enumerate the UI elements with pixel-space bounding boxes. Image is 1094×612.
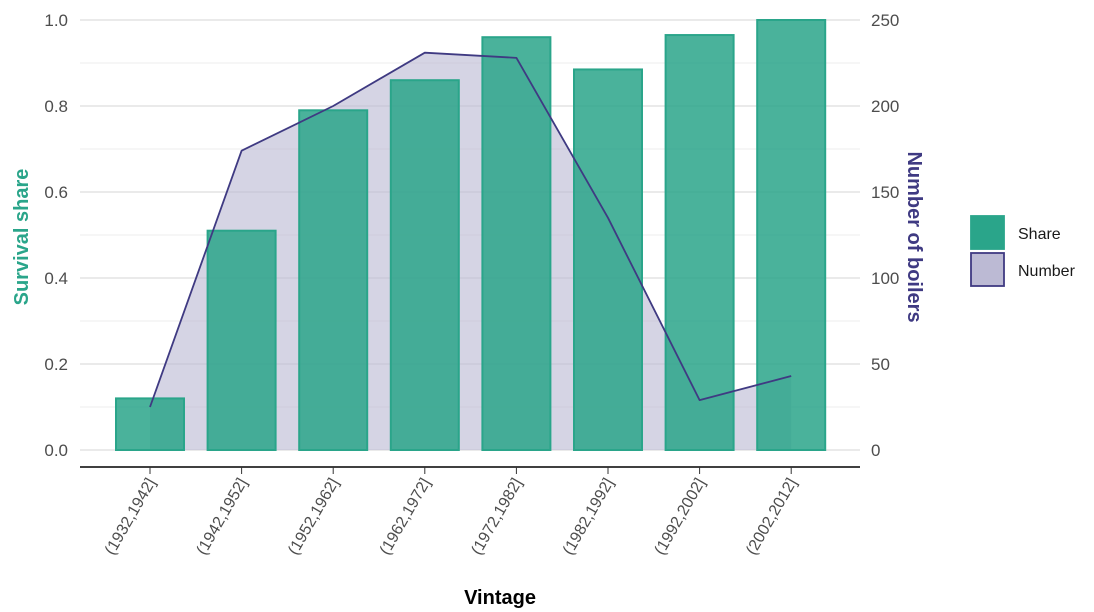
- y2-tick-label: 200: [871, 97, 899, 116]
- share-bar: [206, 229, 277, 451]
- y2-tick-label: 0: [871, 441, 880, 460]
- x-axis: (1932,1942] (1942,1952] (1952,1962] (1962,1…: [80, 466, 860, 558]
- y-tick-label: 0.4: [44, 269, 68, 288]
- y-tick-label: 1.0: [44, 11, 68, 30]
- y-tick-label: 0.2: [44, 355, 68, 374]
- y-axis-left: 0.0 0.2 0.4 0.6 0.8 1.0: [44, 11, 68, 460]
- x-tick-label: (1962,1972]: [377, 476, 434, 558]
- number-line-series: [149, 51, 792, 408]
- share-bar: [573, 68, 643, 451]
- y2-tick-label: 50: [871, 355, 890, 374]
- y-tick-label: 0.6: [44, 183, 68, 202]
- y-axis-right: 0 50 100 150 200 250: [871, 11, 899, 460]
- y2-tick-label: 100: [871, 269, 899, 288]
- legend: Share Number: [970, 215, 1076, 287]
- y2-tick-label: 250: [871, 11, 899, 30]
- legend-number-swatch: [970, 252, 1005, 287]
- legend-number-label: Number: [1018, 263, 1076, 280]
- share-bar: [389, 79, 460, 451]
- y2-tick-label: 150: [871, 183, 899, 202]
- y-axis-title: Survival share: [11, 169, 33, 306]
- x-tick-label: (2002,2012]: [743, 476, 800, 558]
- share-bar: [756, 19, 827, 451]
- share-bar: [298, 109, 369, 452]
- legend-share-label: Share: [1018, 226, 1061, 243]
- y-tick-label: 0.8: [44, 97, 68, 116]
- share-bar: [481, 36, 552, 451]
- x-tick-label: (1982,1992]: [560, 476, 617, 558]
- x-tick-label: (1972,1982]: [468, 476, 525, 558]
- x-axis-title: Vintage: [464, 587, 536, 609]
- number-line: [149, 51, 792, 408]
- y-tick-label: 0.0: [44, 441, 68, 460]
- y2-axis-title: Number of boilers: [903, 151, 925, 322]
- x-tick-label: (1992,2002]: [652, 476, 709, 558]
- legend-share-swatch: [970, 215, 1005, 250]
- x-tick-label: (1952,1962]: [285, 476, 342, 558]
- x-tick-label: (1942,1952]: [194, 476, 251, 558]
- share-bar: [664, 34, 735, 452]
- share-bar-series: [115, 19, 827, 452]
- x-tick-label: (1932,1942]: [102, 476, 159, 558]
